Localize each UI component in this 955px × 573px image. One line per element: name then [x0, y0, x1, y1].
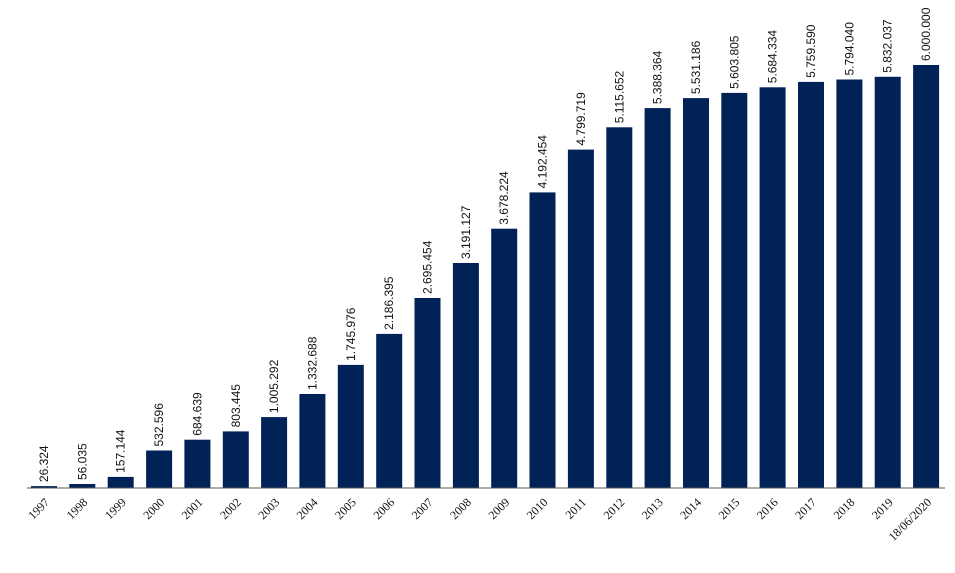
category-label-21: 2018 [831, 495, 858, 522]
value-label-3: 532.596 [152, 403, 166, 447]
category-label-19: 2016 [754, 495, 781, 522]
bar-6 [261, 417, 288, 488]
bar-5 [222, 431, 249, 488]
value-label-2: 157.144 [114, 429, 128, 473]
value-label-20: 5.759.590 [804, 24, 818, 78]
category-labels-group: 1997 1998 1999 2000 2001 2002 2003 2004 2005 2006… [25, 495, 934, 544]
value-label-17: 5.531.186 [689, 40, 703, 94]
bar-12 [491, 228, 518, 488]
category-label-22: 2019 [869, 495, 896, 522]
bar-4 [184, 439, 211, 488]
bar-22 [874, 76, 901, 489]
bar-0 [31, 486, 57, 488]
value-label-19: 5.684.334 [766, 30, 780, 84]
bar-3 [146, 450, 173, 488]
bar-10 [414, 298, 441, 488]
bar-15 [606, 127, 633, 489]
category-label-8: 2005 [332, 495, 359, 522]
category-label-9: 2006 [370, 495, 397, 522]
category-label-15: 2012 [601, 495, 628, 522]
bar-2 [107, 476, 134, 488]
bar-19 [759, 87, 786, 489]
bar-23 [913, 65, 940, 488]
value-label-14: 4.799.719 [574, 92, 588, 146]
value-label-16: 5.388.364 [651, 50, 665, 104]
bar-16 [644, 108, 671, 488]
category-label-14: 2011 [562, 495, 589, 522]
value-label-4: 684.639 [190, 392, 204, 436]
category-label-12: 2009 [485, 495, 512, 522]
bar-14 [567, 149, 594, 488]
bars-group [31, 65, 940, 489]
category-label-11: 2008 [447, 495, 474, 522]
value-label-15: 5.115.652 [612, 70, 626, 123]
value-label-8: 1.745.976 [344, 307, 358, 361]
value-label-11: 3.191.127 [459, 205, 473, 259]
value-label-12: 3.678.224 [497, 171, 511, 225]
value-label-23: 6.000.000 [919, 7, 933, 61]
bar-1 [69, 484, 96, 488]
value-label-1: 56.035 [75, 443, 89, 480]
bar-21 [836, 79, 863, 488]
bar-13 [529, 192, 556, 488]
bar-20 [798, 81, 824, 489]
value-label-9: 2.186.395 [382, 276, 396, 330]
value-label-21: 5.794.040 [842, 22, 856, 76]
category-label-6: 2003 [255, 495, 282, 522]
category-label-1: 1998 [64, 495, 91, 522]
bar-18 [721, 92, 748, 489]
value-labels-group: 26.324 56.035 157.144 532.596 684.639 803.445… [37, 7, 933, 482]
category-label-20: 2017 [792, 495, 819, 522]
bar-17 [683, 98, 709, 488]
category-label-17: 2014 [677, 495, 704, 522]
bar-9 [376, 333, 403, 488]
category-label-10: 2007 [409, 495, 436, 522]
category-label-4: 2001 [179, 495, 206, 522]
value-label-22: 5.832.037 [881, 19, 895, 73]
value-label-5: 803.445 [229, 384, 243, 428]
category-label-7: 2004 [294, 495, 321, 522]
value-label-18: 5.603.805 [727, 35, 741, 89]
category-label-5: 2002 [217, 495, 244, 522]
category-label-2: 1999 [102, 495, 129, 522]
category-label-13: 2010 [524, 495, 551, 522]
category-label-18: 2015 [716, 495, 743, 522]
bar-7 [299, 394, 326, 488]
bar-8 [337, 364, 364, 488]
value-label-0: 26.324 [37, 445, 51, 482]
category-label-16: 2013 [639, 495, 666, 522]
bar-11 [452, 263, 479, 488]
value-label-10: 2.695.454 [421, 240, 435, 294]
value-label-6: 1.005.292 [267, 359, 281, 413]
value-label-7: 1.332.688 [305, 336, 319, 390]
category-label-3: 2000 [140, 495, 167, 522]
category-label-0: 1997 [25, 495, 52, 522]
value-label-13: 4.192.454 [536, 135, 550, 189]
